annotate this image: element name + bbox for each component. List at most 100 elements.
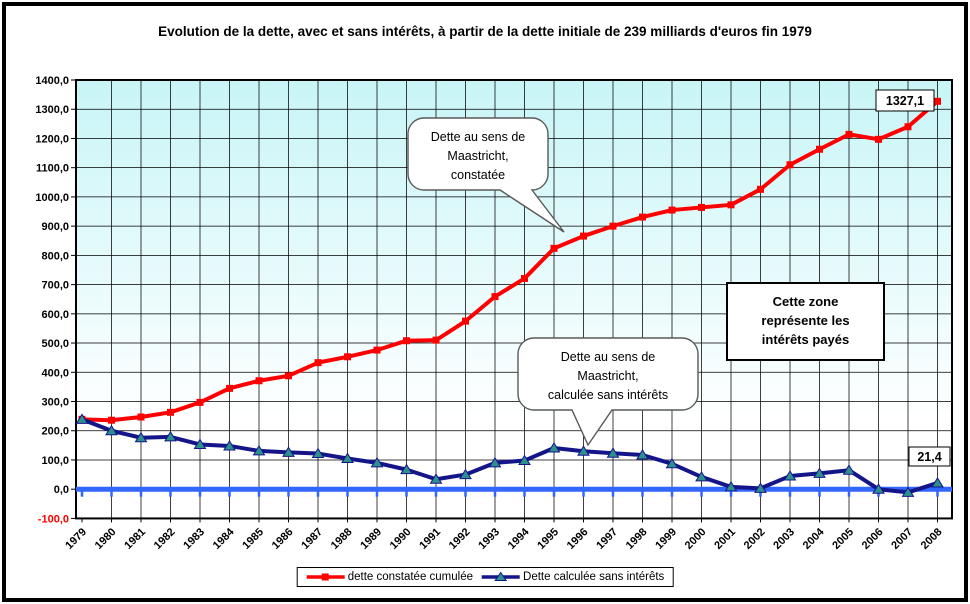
series-red-marker bbox=[845, 130, 853, 138]
series-red-marker bbox=[698, 203, 705, 211]
x-tick-label: 1994 bbox=[506, 525, 532, 551]
x-tick-label: 1987 bbox=[299, 526, 325, 552]
series-red-marker bbox=[373, 346, 381, 354]
zone-box-text-line: Cette zone bbox=[773, 294, 839, 309]
series-blue-marker bbox=[724, 480, 738, 492]
y-tick-label: 1200,0 bbox=[35, 133, 69, 145]
x-tick-label: 1982 bbox=[152, 526, 178, 552]
x-tick-label: 2005 bbox=[830, 526, 856, 552]
y-tick-label: 500,0 bbox=[41, 338, 69, 350]
end-label-blue-box bbox=[908, 446, 951, 467]
series-red-marker bbox=[226, 384, 233, 392]
series-blue-marker bbox=[754, 482, 767, 493]
series-red-marker bbox=[462, 317, 469, 325]
plot-border bbox=[75, 79, 953, 520]
series-blue-marker bbox=[164, 430, 177, 442]
x-tick-label: 1985 bbox=[240, 526, 266, 552]
x-tick-label: 2000 bbox=[683, 526, 709, 552]
series-red-marker bbox=[786, 161, 794, 169]
y-tick-label: 700,0 bbox=[41, 280, 69, 292]
series-red-marker bbox=[314, 359, 322, 367]
legend-red-sample bbox=[306, 573, 345, 581]
x-tick-label: 2002 bbox=[742, 526, 768, 552]
series-blue-marker bbox=[842, 464, 856, 475]
callout-red-bubble bbox=[407, 117, 565, 233]
legend-blue-label: Dette calculée sans intérêts bbox=[523, 571, 665, 583]
x-tick-label: 1988 bbox=[329, 526, 355, 552]
series-red-marker bbox=[491, 293, 499, 301]
series-blue-marker bbox=[577, 445, 590, 456]
y-tick-label: 0,0 bbox=[54, 484, 69, 496]
series-blue-marker bbox=[488, 456, 502, 468]
series-blue-marker bbox=[606, 447, 620, 458]
x-tick-label: 1984 bbox=[211, 525, 237, 551]
series-red-line bbox=[81, 99, 939, 423]
series-red-marker bbox=[668, 206, 676, 214]
series-red-marker bbox=[904, 123, 912, 131]
y-tick-label: 1000,0 bbox=[35, 192, 69, 204]
x-tick-label: 1997 bbox=[594, 526, 620, 552]
series-blue-marker bbox=[813, 467, 826, 478]
y-tick-label: -100,0 bbox=[38, 513, 69, 525]
series-blue-marker bbox=[872, 483, 885, 494]
y-tick-label: 100,0 bbox=[41, 455, 69, 467]
series-blue-marker bbox=[931, 476, 944, 488]
x-tick-label: 1986 bbox=[270, 526, 296, 552]
x-tick-label: 2001 bbox=[712, 526, 738, 552]
callout-red-text-line: Maastricht, bbox=[447, 149, 508, 163]
x-tick-label: 2003 bbox=[771, 526, 797, 552]
series-blue-marker bbox=[636, 449, 649, 460]
series-red-marker bbox=[550, 244, 558, 252]
series-blue-marker bbox=[547, 442, 561, 453]
series-red-marker bbox=[580, 232, 587, 240]
series-blue-marker bbox=[105, 424, 118, 436]
series-red-marker bbox=[108, 416, 115, 424]
series-blue-marker bbox=[518, 454, 531, 466]
zone-box-text-line: intérêts payés bbox=[762, 332, 849, 347]
y-tick-label: 600,0 bbox=[41, 309, 69, 321]
series-blue-marker bbox=[341, 452, 354, 464]
series-red-marker bbox=[609, 222, 617, 230]
series-blue-marker bbox=[400, 463, 413, 475]
series-blue-marker bbox=[252, 444, 266, 456]
callout-blue-text-line: calculée sans intérêts bbox=[548, 388, 668, 402]
x-tick-label: 1983 bbox=[181, 526, 207, 552]
series-blue-marker bbox=[901, 486, 915, 497]
end-label-red-box bbox=[875, 89, 935, 112]
series-red-marker bbox=[934, 97, 941, 105]
series-red-marker bbox=[403, 337, 410, 345]
series-red-marker bbox=[344, 353, 351, 361]
series-blue-marker bbox=[75, 413, 89, 424]
series-red-marker bbox=[196, 398, 204, 406]
x-tick-label: 2007 bbox=[889, 526, 915, 552]
series-blue-marker bbox=[223, 439, 236, 451]
series-red-marker bbox=[255, 377, 263, 385]
legend-red-label: dette constatée cumulée bbox=[347, 571, 474, 583]
series-blue-marker bbox=[665, 457, 679, 469]
x-tick-label: 1990 bbox=[388, 526, 414, 552]
legend-blue-marker-icon bbox=[494, 571, 508, 581]
y-tick-label: 800,0 bbox=[41, 250, 69, 262]
series-red-marker bbox=[639, 213, 646, 221]
x-tick-label: 2008 bbox=[919, 526, 945, 552]
x-tick-label: 1992 bbox=[447, 526, 473, 552]
series-blue-line bbox=[81, 417, 939, 495]
callout-red-text-line: constatée bbox=[451, 168, 505, 182]
series-red-marker bbox=[727, 201, 735, 209]
y-tick-label: 1300,0 bbox=[35, 104, 69, 116]
end-label-blue-text: 21,4 bbox=[917, 450, 941, 464]
chart-title: Evolution de la dette, avec et sans inté… bbox=[158, 24, 812, 39]
x-tick-label: 1989 bbox=[358, 526, 384, 552]
x-tick-label: 2006 bbox=[860, 526, 886, 552]
zone-box bbox=[726, 282, 885, 361]
series-blue-marker bbox=[134, 431, 148, 443]
y-tick-label: 1400,0 bbox=[35, 75, 69, 87]
x-tick-label: 1981 bbox=[122, 526, 148, 552]
series-red-marker bbox=[285, 372, 292, 380]
series-blue-marker bbox=[783, 470, 797, 481]
series-blue-marker bbox=[429, 473, 443, 484]
y-tick-label: 900,0 bbox=[41, 221, 69, 233]
x-tick-label: 2004 bbox=[801, 525, 827, 551]
y-tick-label: 1100,0 bbox=[36, 163, 69, 175]
